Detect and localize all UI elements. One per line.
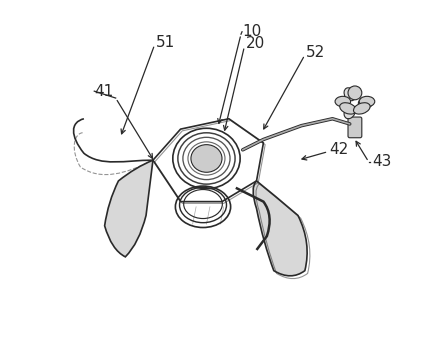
- Ellipse shape: [191, 145, 222, 172]
- Text: 51: 51: [156, 34, 175, 50]
- Ellipse shape: [344, 88, 355, 101]
- Ellipse shape: [340, 103, 356, 114]
- Text: 41: 41: [94, 84, 114, 98]
- PathPatch shape: [105, 160, 153, 257]
- Ellipse shape: [348, 86, 362, 100]
- Ellipse shape: [353, 103, 370, 114]
- FancyBboxPatch shape: [348, 117, 362, 138]
- Text: 20: 20: [246, 36, 265, 51]
- Text: 42: 42: [329, 142, 348, 157]
- Text: 43: 43: [372, 155, 392, 169]
- Ellipse shape: [359, 96, 375, 107]
- Text: 10: 10: [242, 24, 261, 39]
- Ellipse shape: [344, 106, 355, 119]
- PathPatch shape: [253, 181, 307, 276]
- Ellipse shape: [358, 98, 372, 109]
- Ellipse shape: [335, 96, 351, 107]
- Text: 52: 52: [306, 45, 325, 60]
